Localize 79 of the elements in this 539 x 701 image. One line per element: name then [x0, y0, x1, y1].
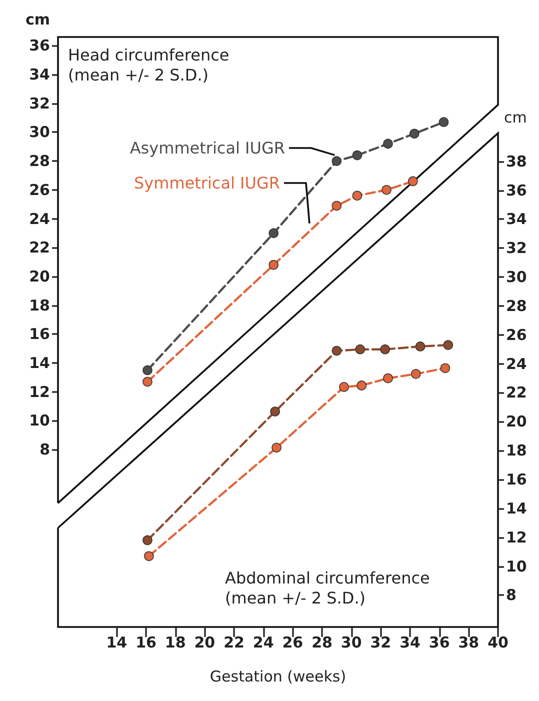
x-tick-label: 26: [282, 634, 304, 652]
y-tick-label: 26: [29, 180, 50, 199]
y-tick-label: 22: [29, 238, 50, 257]
x-tick-label: 38: [458, 634, 480, 652]
point: [355, 344, 366, 354]
point: [142, 376, 152, 387]
y-axis-title: cm: [25, 10, 50, 28]
y2-tick-label: 16: [506, 470, 527, 488]
y2-tick-label: 20: [506, 412, 527, 431]
y-tick-label: 36: [29, 36, 50, 55]
y-tick-label: 14: [29, 354, 50, 372]
point: [382, 185, 392, 195]
point: [352, 150, 362, 160]
y-tick-label: 34: [29, 66, 50, 84]
x-tick-label: 14: [106, 634, 128, 652]
y2-tick-label: 28: [506, 296, 527, 315]
point: [142, 535, 152, 546]
x-tick-label: 20: [194, 634, 216, 652]
x-tick-label: 24: [252, 634, 274, 652]
y-tick-label: 30: [29, 123, 50, 142]
y2-tick-label: 10: [506, 557, 527, 576]
point: [380, 344, 390, 354]
x-tick-label: 34: [400, 634, 420, 652]
y-tick-label: 32: [29, 94, 50, 112]
point: [408, 176, 418, 186]
x-tick-label: 36: [428, 634, 450, 652]
x-tick-label: 40: [488, 634, 508, 652]
point: [415, 342, 426, 352]
point: [339, 382, 349, 392]
point: [440, 363, 450, 374]
point: [383, 373, 393, 384]
x-tick-label: 18: [164, 634, 186, 652]
y2-tick-label: 12: [506, 528, 527, 546]
y2-tick-label: 22: [506, 384, 527, 402]
y2-tick-label: 14: [506, 499, 527, 518]
y2-tick-label: 36: [506, 181, 527, 200]
point: [438, 117, 449, 128]
y-tick-label: 16: [29, 325, 50, 344]
y-tick-label: 12: [29, 382, 50, 401]
y2-axis-title: cm: [504, 108, 527, 126]
point: [383, 138, 393, 149]
y-tick-label: 8: [40, 440, 50, 459]
x-tick-label: 16: [136, 634, 156, 652]
x-tick-label: 28: [312, 634, 332, 652]
point: [268, 228, 278, 238]
point: [410, 128, 420, 139]
y2-tick-label: 34: [506, 210, 527, 228]
x-axis-title: Gestation (weeks): [210, 668, 346, 686]
y-tick-label: 10: [29, 412, 50, 430]
point: [443, 340, 454, 350]
annotation: Abdominal circumference (mean +/- 2 S.D.): [225, 568, 430, 608]
point: [410, 369, 421, 379]
y-tick-label: 20: [29, 267, 50, 286]
point: [144, 551, 154, 562]
annotation: Head circumference (mean +/- 2 S.D.): [68, 46, 230, 84]
y2-tick-label: 24: [506, 354, 527, 373]
point: [272, 442, 282, 453]
text: Asymmetrical IUGR: [130, 138, 285, 158]
y2-tick-label: 32: [506, 239, 527, 258]
y2-tick-label: 8: [506, 586, 516, 604]
y-tick-label: 28: [29, 152, 50, 170]
point: [332, 346, 342, 356]
y2-tick-label: 18: [506, 442, 527, 460]
point: [142, 365, 152, 376]
y2-tick-label: 30: [506, 268, 527, 286]
point: [270, 406, 280, 416]
y-tick-label: 24: [29, 210, 50, 228]
point: [356, 380, 366, 390]
point: [352, 190, 362, 201]
x-tick-label: 22: [224, 634, 244, 652]
point: [332, 200, 342, 211]
text: Symmetrical IUGR: [134, 174, 280, 192]
y-tick-label: 18: [29, 296, 50, 314]
point: [268, 260, 278, 270]
y2-tick-label: 26: [506, 326, 527, 344]
x-tick-label: 32: [370, 634, 392, 652]
point: [332, 156, 342, 166]
x-tick-label: 30: [340, 634, 362, 652]
y2-tick-label: 38: [506, 152, 527, 170]
